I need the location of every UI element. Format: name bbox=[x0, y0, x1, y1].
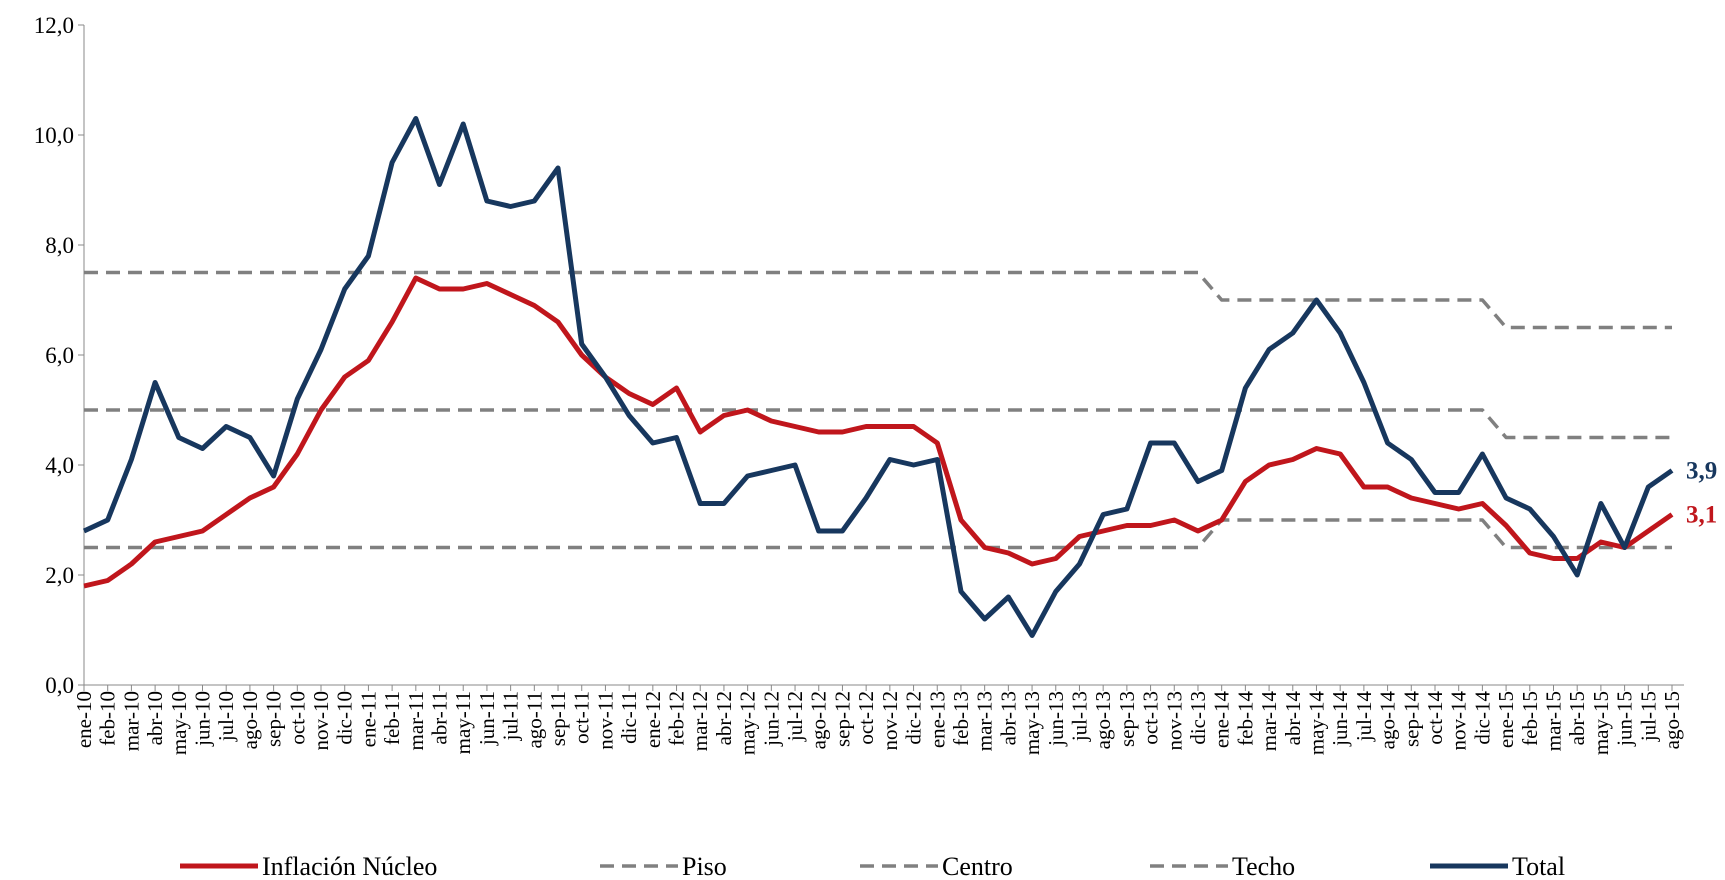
x-tick-label: ago-13 bbox=[1091, 691, 1115, 749]
x-tick-label: abr-12 bbox=[712, 691, 736, 745]
x-tick-label: jun-12 bbox=[759, 691, 783, 747]
x-tick-label: jun-13 bbox=[1044, 691, 1068, 747]
x-tick-label: nov-13 bbox=[1162, 691, 1186, 751]
x-tick-label: may-12 bbox=[736, 691, 760, 755]
x-tick-label: dic-10 bbox=[333, 691, 357, 745]
x-tick-label: jul-12 bbox=[783, 691, 807, 742]
x-tick-label: jul-10 bbox=[214, 691, 238, 742]
y-tick-label: 10,0 bbox=[34, 123, 74, 148]
x-tick-label: ene-11 bbox=[356, 691, 380, 747]
x-tick-label: nov-14 bbox=[1447, 691, 1471, 751]
x-tick-label: oct-10 bbox=[285, 691, 309, 745]
x-tick-label: jul-15 bbox=[1636, 691, 1660, 742]
x-tick-label: ago-11 bbox=[522, 691, 546, 749]
x-tick-label: mar-10 bbox=[119, 691, 143, 751]
x-tick-label: ene-13 bbox=[925, 691, 949, 748]
x-tick-label: feb-12 bbox=[665, 691, 689, 746]
reference-line bbox=[84, 408, 1672, 440]
x-tick-label: feb-10 bbox=[96, 691, 120, 746]
x-tick-label: mar-13 bbox=[973, 691, 997, 751]
x-tick-label: ago-15 bbox=[1660, 691, 1684, 749]
y-tick-label: 12,0 bbox=[34, 13, 74, 38]
x-tick-label: jul-14 bbox=[1352, 691, 1376, 743]
y-tick-label: 4,0 bbox=[45, 453, 74, 478]
data-label: 3,1 bbox=[1686, 502, 1717, 529]
data-line bbox=[83, 275, 1674, 589]
x-tick-label: dic-11 bbox=[617, 691, 641, 744]
x-tick-label: ene-10 bbox=[72, 691, 96, 748]
x-tick-label: jun-10 bbox=[191, 691, 215, 747]
x-tick-label: sep-14 bbox=[1399, 691, 1423, 747]
x-tick-label: jun-11 bbox=[475, 691, 499, 746]
x-tick-label: feb-15 bbox=[1518, 691, 1542, 746]
x-tick-label: ene-15 bbox=[1494, 691, 1518, 748]
x-tick-label: nov-12 bbox=[878, 691, 902, 751]
legend-label: Inflación Núcleo bbox=[262, 852, 437, 880]
x-tick-label: may-13 bbox=[1020, 691, 1044, 755]
data-line bbox=[82, 116, 1674, 638]
x-tick-label: sep-13 bbox=[1115, 691, 1139, 747]
x-tick-label: ago-12 bbox=[807, 691, 831, 749]
legend-label: Piso bbox=[682, 852, 727, 880]
x-tick-label: mar-12 bbox=[688, 691, 712, 751]
legend-label: Centro bbox=[942, 852, 1013, 880]
y-tick-label: 8,0 bbox=[45, 233, 74, 258]
x-tick-label: oct-11 bbox=[570, 691, 594, 744]
x-tick-label: ene-12 bbox=[641, 691, 665, 748]
x-tick-label: mar-15 bbox=[1541, 691, 1565, 751]
x-tick-label: abr-13 bbox=[996, 691, 1020, 745]
x-tick-label: sep-12 bbox=[830, 691, 854, 747]
x-tick-label: may-15 bbox=[1589, 691, 1613, 755]
x-tick-label: abr-15 bbox=[1565, 691, 1589, 745]
x-tick-label: oct-12 bbox=[854, 691, 878, 745]
y-tick-label: 0,0 bbox=[45, 673, 74, 698]
x-tick-label: ago-10 bbox=[238, 691, 262, 749]
x-tick-label: may-14 bbox=[1304, 691, 1328, 756]
x-tick-label: feb-11 bbox=[380, 691, 404, 745]
x-tick-label: sep-10 bbox=[262, 691, 286, 747]
x-tick-label: abr-14 bbox=[1281, 691, 1305, 746]
x-tick-label: feb-13 bbox=[949, 691, 973, 746]
x-tick-label: mar-14 bbox=[1257, 691, 1281, 752]
x-tick-label: may-11 bbox=[451, 691, 475, 754]
reference-line bbox=[84, 518, 1672, 550]
reference-line bbox=[84, 270, 1672, 330]
x-tick-label: abr-11 bbox=[428, 691, 452, 745]
x-tick-label: sep-11 bbox=[546, 691, 570, 746]
x-tick-label: abr-10 bbox=[143, 691, 167, 745]
x-tick-label: jun-15 bbox=[1613, 691, 1637, 747]
x-tick-label: nov-11 bbox=[593, 691, 617, 750]
legend-label: Techo bbox=[1232, 852, 1295, 880]
x-tick-label: mar-11 bbox=[404, 691, 428, 750]
data-label: 3,9 bbox=[1686, 458, 1717, 485]
y-tick-label: 2,0 bbox=[45, 563, 74, 588]
legend-label: Total bbox=[1512, 852, 1565, 880]
x-tick-label: jul-13 bbox=[1067, 691, 1091, 742]
x-tick-label: feb-14 bbox=[1233, 691, 1257, 746]
x-tick-label: ago-14 bbox=[1376, 691, 1400, 750]
x-tick-label: jul-11 bbox=[499, 691, 523, 741]
x-tick-label: dic-14 bbox=[1470, 691, 1494, 745]
y-tick-label: 6,0 bbox=[45, 343, 74, 368]
x-tick-label: may-10 bbox=[167, 691, 191, 755]
x-tick-label: oct-14 bbox=[1423, 691, 1447, 745]
x-tick-label: oct-13 bbox=[1139, 691, 1163, 745]
x-tick-label: dic-13 bbox=[1186, 691, 1210, 745]
x-tick-label: ene-14 bbox=[1210, 691, 1234, 749]
x-tick-label: dic-12 bbox=[902, 691, 926, 745]
x-tick-label: nov-10 bbox=[309, 691, 333, 751]
x-tick-label: jun-14 bbox=[1328, 691, 1352, 747]
